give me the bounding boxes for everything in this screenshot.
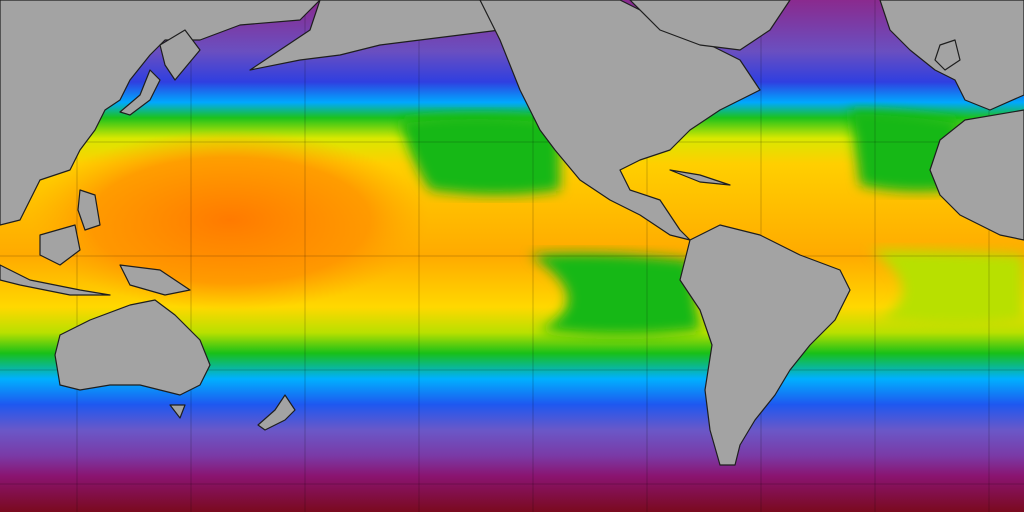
south-america <box>679 224 851 466</box>
asia <box>0 0 321 226</box>
japan <box>119 69 161 116</box>
cold-tongue-pacific <box>530 253 700 335</box>
land <box>0 0 1024 466</box>
greenland <box>629 0 791 51</box>
cool-north-pacific <box>400 115 560 195</box>
new-zealand <box>257 394 296 431</box>
australia <box>54 299 211 396</box>
kamchatka <box>159 29 201 81</box>
cuba <box>669 169 731 186</box>
sumatra-java <box>0 264 111 296</box>
warm-pool <box>30 130 430 310</box>
south-atlantic <box>870 250 1024 325</box>
philippines <box>77 189 101 231</box>
africa <box>929 109 1024 241</box>
borneo <box>39 224 81 266</box>
tasmania <box>169 404 186 419</box>
new-guinea <box>119 264 191 296</box>
north-america <box>479 0 761 241</box>
british-isles <box>934 39 961 71</box>
